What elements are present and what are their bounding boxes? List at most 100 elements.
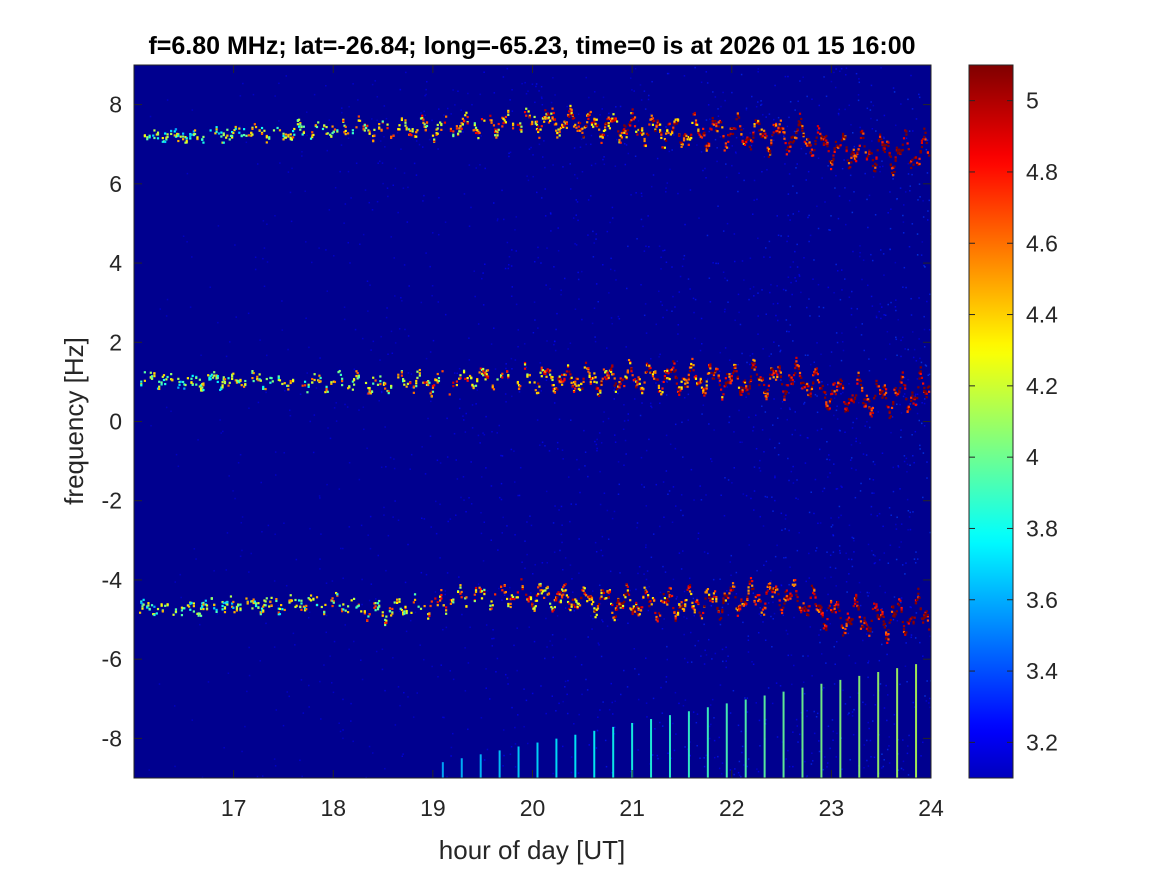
trace-point [553,387,557,390]
trace-point [269,600,272,604]
trace-point [146,136,149,139]
noise-speckle [549,607,551,609]
noise-speckle [396,132,399,134]
noise-speckle [485,687,488,689]
trace-point [605,370,608,373]
trace-point [665,370,668,374]
trace-point [700,380,704,383]
noise-speckle [282,724,285,727]
trace-point [883,393,886,396]
noise-speckle [900,103,902,105]
noise-speckle [848,383,850,385]
noise-speckle [833,463,835,465]
trace-point [166,603,169,606]
trace-point [753,359,756,362]
noise-speckle [408,285,410,287]
trace-point [459,374,462,377]
trace-point [299,123,302,126]
noise-speckle [777,453,780,456]
trace-point [627,123,631,126]
trace-point [694,374,698,378]
trace-point [497,122,500,126]
trace-point [550,375,553,379]
noise-speckle [509,151,512,154]
noise-speckle [479,164,481,166]
trace-point [384,621,387,625]
trace-point [430,390,433,393]
noise-speckle [786,633,789,635]
noise-speckle [805,179,807,181]
trace-point [694,377,698,380]
noise-speckle [815,550,817,552]
noise-speckle [308,346,310,349]
trace-point [731,132,735,136]
noise-speckle [888,762,891,764]
trace-point [704,387,707,390]
trace-point [355,374,358,378]
trace-point [837,381,840,384]
noise-speckle [567,679,569,682]
trace-point [373,602,376,605]
trace-point [922,382,925,385]
trace-point [341,377,344,380]
trace-point [341,380,344,383]
noise-speckle [660,686,662,689]
trace-point [645,364,649,367]
trace-point [595,386,598,389]
trace-point [752,131,755,134]
noise-speckle [811,98,813,100]
noise-speckle [910,74,912,77]
trace-point [863,398,866,401]
trace-point [870,152,873,155]
trace-point [902,383,906,387]
trace-point [452,381,455,384]
trace-point [844,410,847,413]
trace-point [501,125,504,128]
trace-point [815,136,818,139]
trace-point [465,605,468,608]
trace-point [326,132,329,135]
trace-point [596,387,600,390]
trace-point [859,136,863,140]
noise-speckle [864,425,866,427]
noise-speckle [430,526,432,528]
trace-point [831,163,834,166]
trace-point [636,612,639,615]
noise-speckle [425,252,427,254]
noise-speckle [311,261,313,264]
noise-speckle [394,342,397,344]
trace-point [856,382,859,385]
trace-point [754,365,757,369]
trace-point [492,124,496,127]
noise-speckle [792,765,794,768]
noise-speckle [850,313,853,316]
noise-speckle [806,709,808,712]
trace-point [415,131,418,134]
noise-speckle [235,316,237,318]
trace-point [715,598,718,601]
noise-speckle [907,173,910,175]
trace-point [682,134,686,137]
noise-speckle [787,214,789,217]
trace-point [734,364,737,367]
trace-point [587,113,590,116]
trace-point [847,398,851,401]
noise-speckle [774,475,776,477]
noise-speckle [784,163,786,165]
noise-speckle [900,339,902,342]
trace-point [578,388,582,391]
trace-point [405,611,408,615]
trace-point [651,123,655,126]
trace-point [299,605,302,609]
trace-point [391,611,394,614]
noise-speckle [201,776,204,778]
noise-speckle [835,640,838,643]
trace-point [519,124,522,127]
noise-speckle [608,593,611,596]
trace-point [148,607,151,611]
noise-speckle [610,682,613,685]
trace-point [586,367,589,370]
noise-speckle [570,419,572,421]
noise-speckle [860,482,862,485]
trace-point [737,116,741,119]
